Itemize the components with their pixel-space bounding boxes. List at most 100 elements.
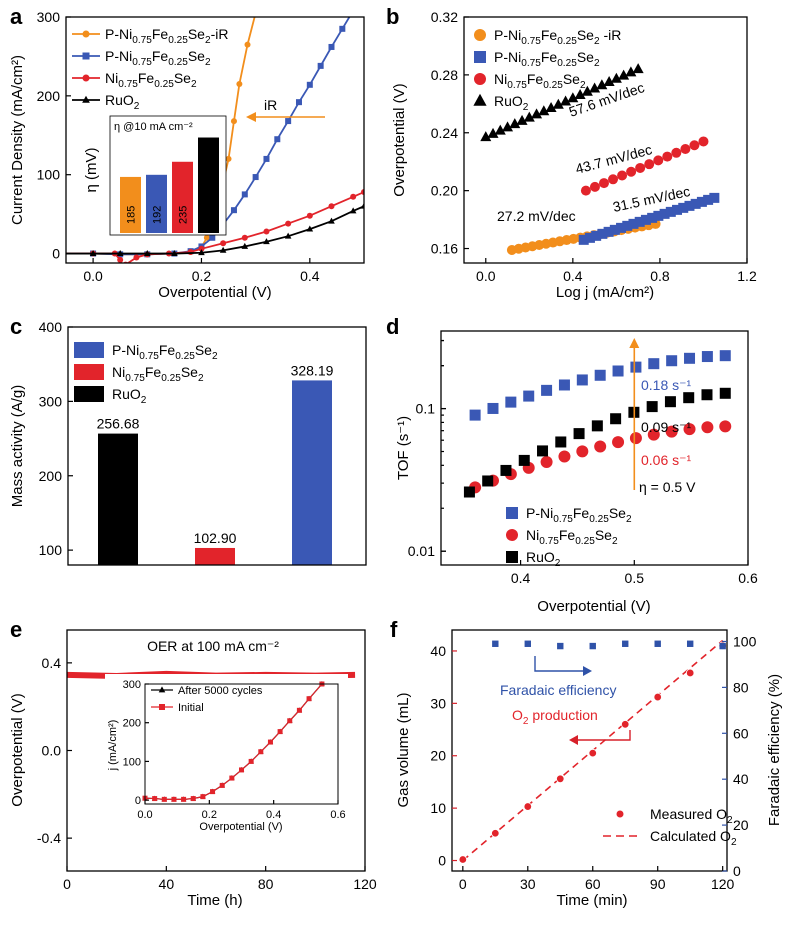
data-point [306, 81, 313, 88]
inset-data-point [161, 796, 167, 802]
legend-label: RuO2 [526, 549, 561, 569]
data-point [463, 486, 475, 498]
data-point [612, 365, 624, 377]
data-point [678, 202, 689, 213]
measured-o2-point [685, 668, 695, 678]
data-point [203, 234, 210, 241]
data-point [594, 440, 607, 453]
faradaic-efficiency-point [719, 642, 726, 650]
faradaic-efficiency-point [557, 642, 564, 650]
x-tick-label: 120 [353, 876, 377, 892]
faradaic-arrow [534, 656, 592, 676]
data-point [597, 228, 608, 239]
measured-o2-point [653, 692, 662, 702]
panel-label: b [386, 4, 399, 29]
legend-label: RuO2 [112, 386, 147, 406]
legend-marker [506, 529, 518, 541]
chart-title: OER at 100 mA cm⁻² [147, 638, 279, 654]
data-point [696, 196, 707, 207]
data-point [594, 369, 606, 381]
y-axis-label: η (mV) [83, 147, 100, 192]
data-point [482, 475, 494, 487]
data-point [646, 401, 658, 413]
data-point [187, 248, 194, 255]
x-tick-label: 0.4 [511, 570, 531, 586]
legend-label: RuO2 [494, 93, 529, 113]
legend-marker [82, 95, 90, 103]
y-tick-label: 0.4 [42, 655, 62, 671]
data-point [581, 85, 593, 96]
data-point [241, 242, 249, 249]
y-tick-label: 0.01 [408, 543, 435, 559]
plot-frame [67, 326, 367, 566]
data-point [328, 217, 335, 224]
y-axis-label: Mass activity (A/g) [9, 385, 26, 508]
o2-arrow [569, 730, 631, 745]
y-tick-label: 0.24 [431, 125, 458, 141]
y-tick-label: 0.1 [416, 401, 436, 417]
legend-marker [474, 73, 486, 85]
legend-marker [474, 29, 486, 41]
y-tick-label: 200 [37, 88, 61, 104]
legend-label: Calculated O2 [650, 828, 737, 848]
plot-frame [463, 16, 748, 264]
legend-label: Ni0.75Fe0.25Se2 [526, 527, 618, 547]
x-tick-label: 60 [585, 876, 601, 892]
data-point [263, 228, 270, 235]
inset-data-point [248, 758, 254, 764]
data-point [610, 72, 622, 83]
data-point [306, 225, 314, 232]
y-tick-label: 20 [430, 748, 446, 764]
data-point [701, 421, 714, 434]
bar-value-label: 328.19 [291, 362, 334, 378]
data-point [241, 191, 248, 198]
inset-data-point [277, 729, 283, 735]
data-point [612, 436, 625, 449]
data-point [350, 193, 357, 200]
inset-legend-label: After 5000 cycles [178, 685, 263, 697]
legend-swatch [74, 364, 104, 380]
y-tick-label: 10 [430, 800, 446, 816]
legend-label: RuO2 [105, 92, 140, 112]
inset-polarization: 0 100 200 300 0.0 0.2 0.4 0.6 j (mA/cm²) Overpote… [105, 674, 348, 846]
data-point [516, 114, 528, 125]
data-point [680, 144, 691, 155]
data-point [263, 155, 270, 162]
data-point [284, 232, 292, 239]
data-point [664, 396, 676, 408]
x-tick-label: 0.8 [650, 268, 670, 284]
data-point [640, 214, 651, 225]
inset-bar-chart: η @10 mA cm⁻² η (mV) 185 192 235 315 [83, 115, 227, 236]
data-point [361, 189, 364, 196]
data-point [591, 420, 603, 432]
data-point [628, 218, 639, 229]
ir-arrow [246, 112, 325, 122]
data-point [703, 194, 714, 205]
data-point [339, 25, 346, 32]
inset-x-axis-label: Overpotential (V) [199, 821, 282, 833]
data-point [198, 245, 205, 252]
x-tick-label: 80 [258, 876, 274, 892]
data-point [701, 389, 713, 401]
y-tick-label: 200 [39, 468, 63, 484]
series-line [66, 205, 364, 255]
chart-e: -0.4 0.0 0.4 0 40 80 120 Overpotential (V) Time … [9, 617, 377, 909]
legend-marker [82, 52, 90, 60]
faradaic-efficiency-point [622, 640, 629, 647]
bar [98, 433, 138, 565]
data-point [689, 140, 700, 151]
y-axis-label: Overpotential (V) [391, 83, 408, 196]
x-tick-label: 0 [63, 876, 71, 892]
x-tick-label: 40 [159, 876, 175, 892]
legend-label: Ni0.75Fe0.25Se2 [494, 71, 586, 91]
legend-label: Measured O2 [650, 806, 733, 826]
tof-annotation: 0.06 s⁻¹ [641, 452, 692, 468]
x-tick-label: 0.6 [738, 570, 758, 586]
data-point [317, 62, 324, 69]
data-point [285, 220, 292, 227]
panel-label: c [10, 314, 22, 339]
inset-bar [198, 137, 219, 233]
inset-bar-label: 315 [204, 206, 216, 224]
data-point [598, 178, 609, 189]
x-tick-label: 30 [520, 876, 536, 892]
